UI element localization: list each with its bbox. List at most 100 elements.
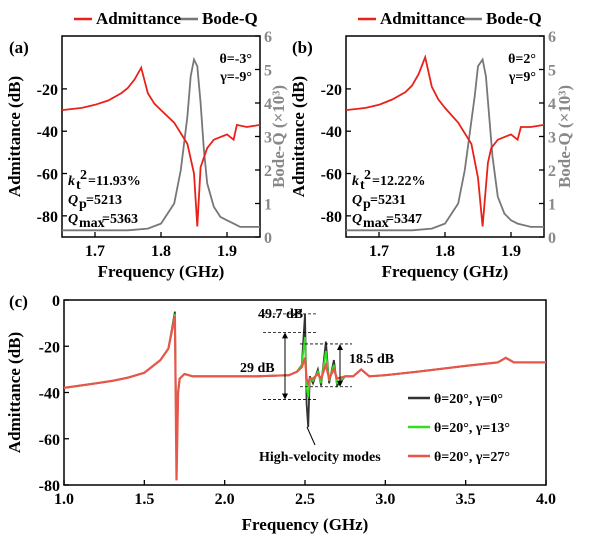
qp-subscript: p [79,197,87,212]
x-axis-label: Frequency (GHz) [242,515,369,534]
x-tick-label: 3.0 [375,491,395,508]
y2-tick-label: 4 [264,96,272,113]
y-tick-label: -80 [321,209,342,226]
arrow-high-velocity [306,426,316,446]
y-tick-label: -80 [37,209,58,226]
theta-label: θ=-3° [219,52,252,67]
x-tick-label: 1.7 [85,243,105,260]
series-admittance-line [61,65,261,227]
y-tick-label: -20 [37,82,58,99]
qp-subscript: p [363,197,371,212]
panel-label: (c) [9,292,28,311]
legend-bode-q-label: Bode-Q [486,9,542,28]
y2-tick-label: 2 [264,163,272,180]
annotation-49db: 49.7 dB [258,307,303,322]
y-axis-label: Admittance (dB) [5,332,24,453]
y2-axis-label: Bode-Q (×10³) [269,85,288,188]
arrow-peak [292,308,303,317]
kt2-superscript: 2 [80,168,87,183]
panel-label: (a) [9,38,29,57]
y2-tick-label: 2 [548,163,556,180]
panel-label: (b) [292,38,313,57]
kt2-subscript: t [360,178,365,193]
y-axis-label: Admittance (dB) [289,76,308,197]
series-bode-q-line [346,57,544,232]
y2-tick-label: 6 [548,29,556,46]
qp-symbol: Q [352,193,362,208]
y2-tick-label: 0 [264,230,272,247]
panel-2 [63,299,547,486]
qmax-symbol: Q [68,212,78,227]
y-tick-label: -40 [37,124,58,141]
x-tick-label: 1.9 [501,243,521,260]
x-tick-label: 3.5 [456,491,476,508]
y-tick-label: -80 [39,478,60,495]
qp-value: =5213 [86,193,122,208]
y-tick-label: -20 [321,82,342,99]
legend-label: θ=20°, γ=27° [434,450,510,465]
y-tick-label: -60 [37,167,58,184]
y-tick-label: -60 [39,432,60,449]
arrow-18db-tail [337,380,343,387]
annotation-18db: 18.5 dB [349,352,394,367]
kt2-value: =11.93% [88,174,141,189]
x-tick-label: 1.8 [435,243,455,260]
annotation-high-velocity: High-velocity modes [259,450,381,465]
qp-symbol: Q [68,193,78,208]
qmax-value: =5347 [386,212,422,227]
legend-admittance-label: Admittance [380,9,465,28]
legend-admittance-label: Admittance [96,9,181,28]
theta-label: θ=2° [508,52,536,67]
y2-tick-label: 1 [548,197,556,214]
qmax-symbol: Q [352,212,362,227]
qmax-value: =5363 [102,212,138,227]
y-tick-label: -20 [39,339,60,356]
kt2-subscript: t [76,178,81,193]
y2-tick-label: 5 [548,63,556,80]
x-tick-label: 1.5 [134,491,154,508]
x-tick-label: 1.7 [369,243,389,260]
qmax-subscript: max [363,216,389,231]
series-bode-q-line [62,56,260,232]
kt2-superscript: 2 [364,168,371,183]
y-axis-label: Admittance (dB) [5,76,24,197]
x-tick-label: 2.0 [215,491,235,508]
y2-tick-label: 5 [264,63,272,80]
series-gamma27-line [63,315,546,481]
y2-tick-label: 6 [264,29,272,46]
x-tick-label: 1.0 [54,491,74,508]
gamma-label: γ=-9° [219,70,252,85]
gamma-label: γ=9° [508,70,536,85]
y-tick-label: -40 [321,124,342,141]
x-axis-label: Frequency (GHz) [382,262,509,281]
x-tick-label: 1.8 [151,243,171,260]
arrow-29db-tail [282,393,288,400]
y-tick-label: -60 [321,167,342,184]
y2-tick-label: 1 [264,197,272,214]
annotation-29db: 29 dB [240,361,275,376]
y2-tick-label: 3 [548,130,556,147]
x-axis-label: Frequency (GHz) [98,262,225,281]
y2-tick-label: 3 [264,130,272,147]
kt2-symbol: k [352,174,359,189]
x-tick-label: 4.0 [536,491,556,508]
arrow-29db-head [282,332,288,339]
panel-1 [345,17,545,238]
x-tick-label: 2.5 [295,491,315,508]
y-tick-label: -40 [39,386,60,403]
legend-label: θ=20°, γ=0° [434,392,503,407]
y-tick-label: 0 [52,293,60,310]
series-admittance-line [345,54,545,227]
kt2-value: =12.22% [372,174,425,189]
legend-bode-q-label: Bode-Q [202,9,258,28]
kt2-symbol: k [68,174,75,189]
arrow-18db-head [337,343,343,350]
y2-tick-label: 0 [548,230,556,247]
x-tick-label: 1.9 [217,243,237,260]
y2-tick-label: 4 [548,96,556,113]
y2-axis-label: Bode-Q (×10³) [555,85,574,188]
qp-value: =5231 [370,193,406,208]
legend-label: θ=20°, γ=13° [434,421,510,436]
qmax-subscript: max [79,216,105,231]
